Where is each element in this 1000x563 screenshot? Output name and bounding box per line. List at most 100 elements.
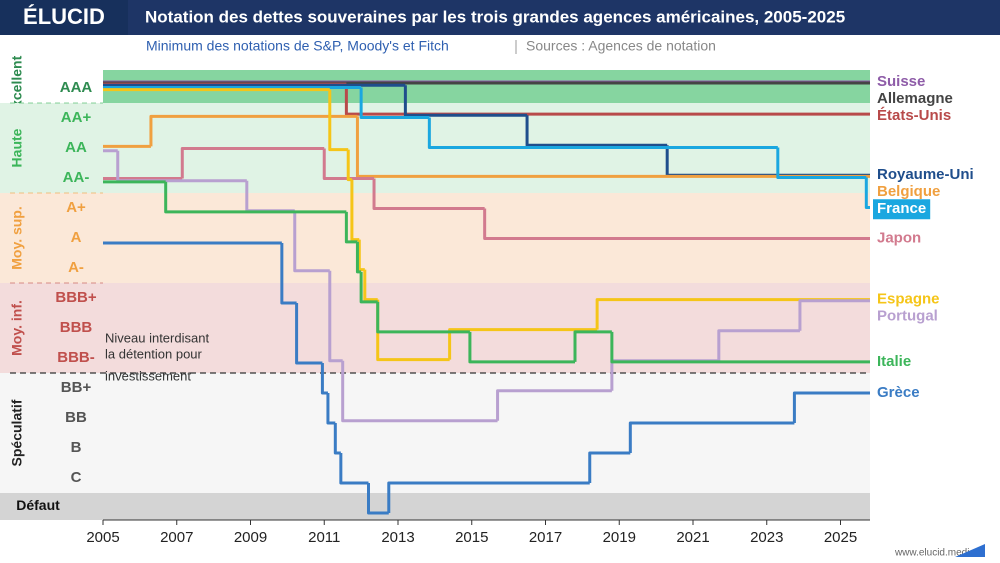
- legend-label: Grèce: [877, 384, 920, 401]
- series-line: [359, 87, 430, 119]
- series-line: [427, 117, 778, 149]
- series-line: [149, 114, 358, 147]
- chart-title: Notation des dettes souveraines par les …: [145, 7, 845, 26]
- y-tick-label: A-: [68, 259, 84, 276]
- legend-label-box: [873, 199, 931, 220]
- threshold-label: la détention pour: [105, 346, 203, 361]
- series-line: [328, 89, 349, 152]
- series-line: [628, 421, 795, 453]
- series-line: [367, 482, 389, 515]
- y-tick-label: A: [71, 229, 82, 246]
- x-tick-label: 2019: [603, 529, 636, 546]
- logo-box: [0, 0, 128, 35]
- legend-label: États-Unis: [877, 107, 951, 124]
- series-line: [387, 481, 590, 513]
- y-tick-label: BBB-: [57, 349, 95, 366]
- series-line: [180, 147, 325, 179]
- threshold-label: investissement: [105, 368, 191, 383]
- footer: www.elucid.media: [894, 548, 975, 559]
- series-line: [363, 269, 378, 302]
- x-tick-label: 2013: [381, 529, 414, 546]
- zone-band-left: [0, 70, 103, 103]
- y-tick-label: B: [71, 439, 82, 456]
- plot-area: Excellent Haute Moy. sup. Moy. inf. Spéculat…: [0, 55, 870, 546]
- series-line: [610, 331, 870, 364]
- zone-label: Spéculatif: [9, 399, 25, 466]
- y-tick-label: AA+: [61, 109, 92, 126]
- series-line: [595, 298, 870, 330]
- series-line: [328, 270, 343, 363]
- series-line: [573, 330, 612, 362]
- footer-mark: [955, 544, 985, 557]
- y-tick-label: BB+: [61, 379, 92, 396]
- zone-band: [0, 283, 870, 373]
- legend-label: Japon: [877, 230, 921, 247]
- x-tick-label: 2017: [529, 529, 562, 546]
- zone-label: Haute: [9, 128, 25, 167]
- y-tick-label: BBB+: [55, 289, 96, 306]
- legend-label: Belgique: [877, 183, 940, 200]
- x-tick-label: 2005: [86, 529, 119, 546]
- y-tick-label: C: [71, 469, 82, 486]
- series-line: [496, 389, 612, 421]
- x-tick-label: 2023: [750, 529, 783, 546]
- legend-label: Royaume-Uni: [877, 166, 974, 183]
- legend-label: Italie: [877, 353, 911, 370]
- series-line: [864, 177, 870, 209]
- zone-band: [0, 493, 870, 520]
- series-line: [320, 362, 328, 395]
- series-line: [344, 84, 870, 116]
- y-tick-label: A+: [66, 199, 86, 216]
- y-tick-label: AAA: [60, 79, 93, 96]
- zone-label: Moy. sup.: [9, 206, 25, 270]
- series-line: [792, 391, 870, 423]
- series-line: [339, 452, 369, 485]
- subtitle: Minimum des notations de S&P, Moody's et…: [146, 38, 449, 54]
- y-tick-label: AA-: [63, 169, 90, 186]
- source: Sources : Agences de notation: [526, 38, 716, 54]
- series-line: [588, 451, 631, 483]
- y-tick-label: BBB: [60, 319, 93, 336]
- legend-label: Espagne: [877, 291, 940, 308]
- series-line: [350, 179, 360, 242]
- series-line: [357, 239, 365, 272]
- series-line: [717, 329, 800, 361]
- series-line: [322, 148, 375, 181]
- series-line: [403, 85, 528, 117]
- y-tick-label: AA: [65, 139, 87, 156]
- series-line: [468, 331, 575, 364]
- zone-label: Excellent: [9, 55, 25, 117]
- series-line: [376, 301, 470, 334]
- zone-label: Défaut: [16, 497, 60, 513]
- legend-label: France: [877, 200, 926, 217]
- zone-label: Moy. inf.: [9, 300, 25, 356]
- y-tick-label: BB: [65, 409, 87, 426]
- series-line: [164, 181, 347, 214]
- series-line: [293, 210, 330, 273]
- legend-label: Suisse: [877, 73, 925, 90]
- logo: ÉLUCID: [23, 4, 105, 29]
- series-line: [333, 422, 341, 455]
- legend-label: Allemagne: [877, 90, 953, 107]
- series-line: [326, 392, 336, 425]
- x-tick-label: 2011: [308, 529, 340, 546]
- x-tick-label: 2007: [160, 529, 193, 546]
- series-line: [525, 115, 668, 147]
- series-line: [359, 271, 378, 304]
- x-tick-label: 2025: [824, 529, 857, 546]
- series-line: [483, 208, 870, 241]
- series-line: [341, 360, 498, 423]
- series-line: [355, 116, 870, 178]
- x-tick-label: 2009: [234, 529, 267, 546]
- series-line: [344, 211, 358, 244]
- series-line: [776, 147, 867, 179]
- series-line: [448, 328, 598, 360]
- series-line: [295, 302, 323, 365]
- series-line: [280, 242, 297, 305]
- x-tick-label: 2015: [455, 529, 488, 546]
- zone-band: [0, 373, 870, 493]
- series-line: [798, 299, 870, 331]
- x-tick-label: 2021: [676, 529, 709, 546]
- header-bar: [0, 0, 1000, 35]
